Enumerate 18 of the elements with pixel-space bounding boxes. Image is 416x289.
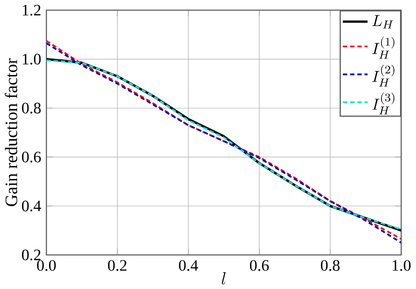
- y-tick-label: 0.4: [22, 200, 42, 212]
- y-tick-label: 1.0: [22, 54, 41, 65]
- y-tick-label: 0.2: [22, 250, 40, 260]
- legend-label: $I_H^{(1)}$: [372, 36, 394, 59]
- x-tick-label: 0.0: [37, 260, 56, 271]
- y-tick-label: 1.2: [22, 4, 40, 16]
- x-tick-label: 0.8: [320, 260, 340, 271]
- x-tick-label: 0.4: [178, 260, 198, 271]
- y-tick-label: 0.6: [22, 152, 41, 162]
- legend-label: $L_H$: [372, 15, 394, 28]
- x-axis-title: $l$: [222, 272, 226, 284]
- legend-label: $I_H^{(3)}$: [372, 92, 394, 114]
- x-tick-label: 0.2: [108, 260, 126, 271]
- y-tick-label: 0.8: [22, 102, 41, 114]
- x-tick-label: 0.6: [250, 260, 269, 271]
- y-axis-title: Gain reduction factor: [4, 58, 18, 206]
- legend-label: $I_H^{(2)}$: [372, 64, 394, 87]
- x-tick-label: 1.0: [392, 260, 411, 271]
